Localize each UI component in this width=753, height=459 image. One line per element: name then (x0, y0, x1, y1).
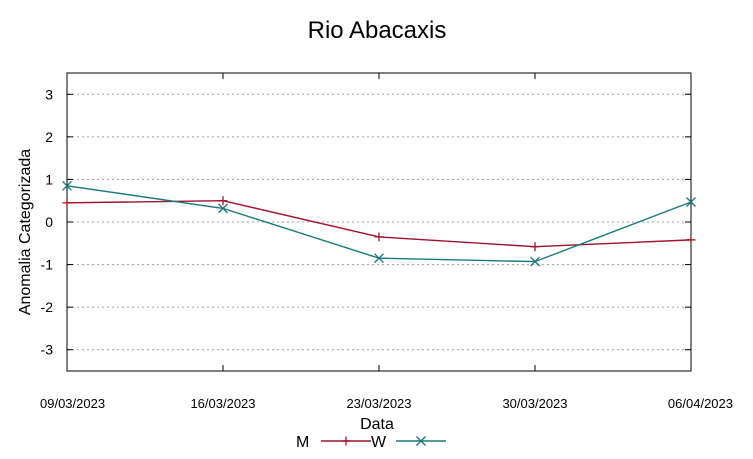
y-tick-label: 1 (45, 171, 53, 187)
x-tick-label: 09/03/2023 (40, 396, 105, 411)
x-tick-label: 23/03/2023 (346, 396, 411, 411)
point-marker-cross (62, 180, 72, 191)
x-tick-label: 30/03/2023 (502, 396, 567, 411)
series-layer (62, 180, 696, 267)
series-W (62, 180, 696, 267)
series-M (62, 196, 696, 252)
y-tick-label: 3 (45, 86, 53, 102)
y-axis-ticks: 3 2 1 0 -1 -2 -3 (41, 86, 691, 358)
y-tick-label: -2 (41, 299, 54, 315)
y-axis-label: Anomalia Categorizada (17, 149, 34, 315)
x-tick-label: 06/04/2023 (668, 396, 733, 411)
legend-label-W: W (371, 434, 387, 451)
point-marker-cross (374, 253, 384, 264)
point-marker-cross (686, 197, 696, 207)
y-tick-label: -1 (41, 257, 54, 273)
x-tick-label: 16/03/2023 (190, 396, 255, 411)
series-line-W (66, 185, 692, 263)
chart-title: Rio Abacaxis (308, 17, 447, 44)
point-marker-cross (416, 436, 426, 446)
y-tick-label: 0 (45, 214, 53, 230)
y-tick-label: -3 (41, 342, 54, 358)
x-axis-label: Data (360, 416, 394, 433)
y-tick-label: 2 (45, 129, 53, 145)
legend-label-M: M (296, 434, 309, 451)
point-marker-cross (218, 203, 228, 214)
x-axis-ticks: 09/03/2023 16/03/2023 23/03/2023 30/03/2023… (40, 73, 733, 411)
grid-lines (67, 93, 691, 351)
point-marker-cross (530, 256, 540, 267)
